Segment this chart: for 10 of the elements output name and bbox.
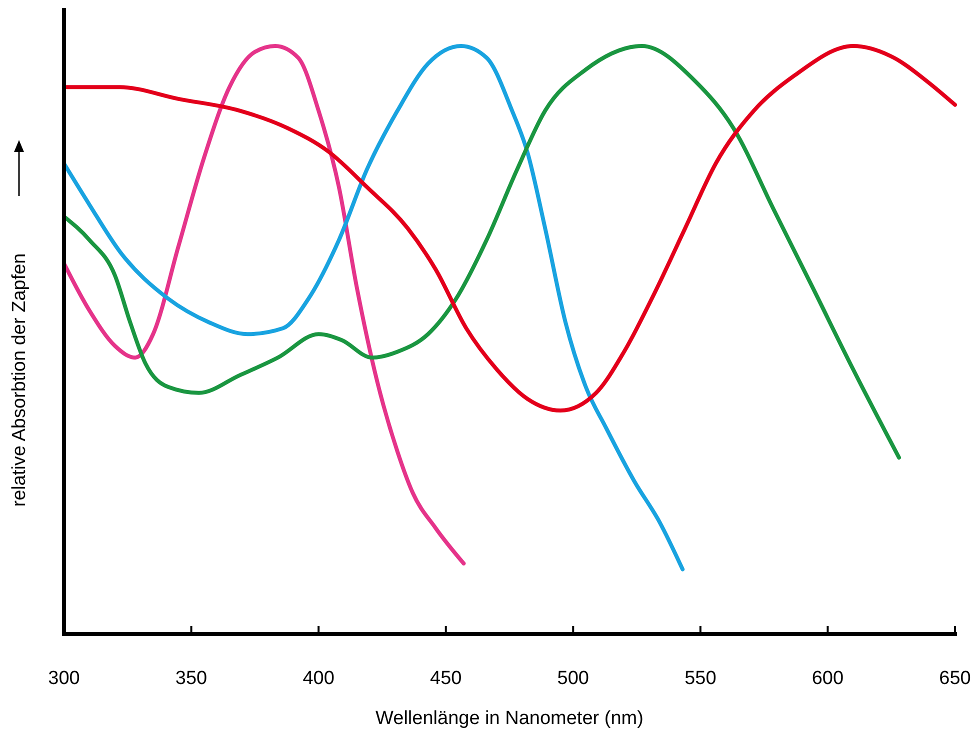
x-tick-label: 500 (557, 668, 589, 689)
x-tick-label: 450 (430, 668, 462, 689)
x-tick-label: 400 (302, 668, 334, 689)
x-tick-label: 650 (939, 668, 971, 689)
x-tick-label: 300 (48, 668, 80, 689)
y-axis-title: relative Absorbtion der Zapfen (9, 253, 30, 507)
x-axis-title: Wellenlänge in Nanometer (nm) (376, 708, 644, 729)
x-tick-label: 550 (684, 668, 716, 689)
x-tick-label: 350 (175, 668, 208, 689)
x-tick-label: 600 (812, 668, 844, 689)
